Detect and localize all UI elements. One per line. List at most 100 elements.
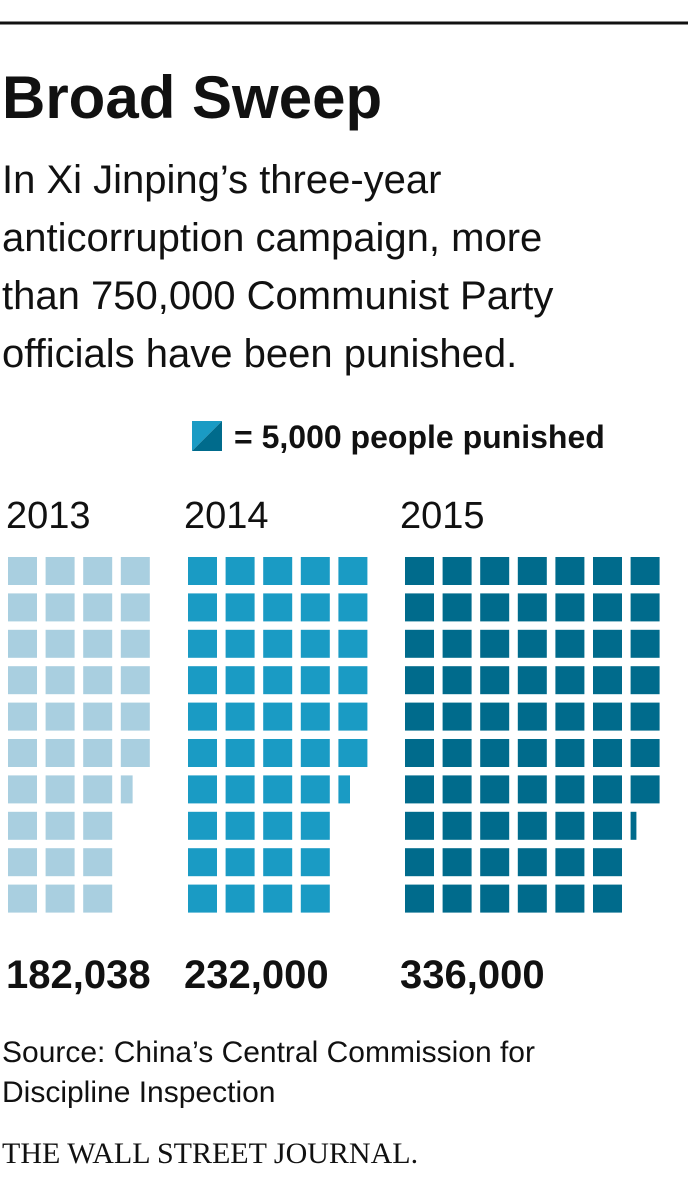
unit-square (555, 666, 585, 695)
unit-square (555, 848, 585, 877)
unit-square (517, 702, 547, 731)
unit-square (45, 593, 75, 622)
unit-square (517, 666, 547, 695)
unit-square (517, 629, 547, 658)
unit-square (338, 557, 368, 585)
unit-square (338, 702, 368, 731)
unit-square (300, 739, 330, 767)
unit-square (630, 666, 660, 695)
unit-square (405, 557, 434, 585)
unit-square (8, 811, 37, 840)
unit-square (83, 848, 113, 877)
subtitle: anticorruption campaign, more (2, 216, 542, 260)
unit-square (300, 702, 330, 731)
unit-square (555, 593, 585, 622)
unit-square (45, 884, 75, 913)
unit-square (120, 739, 150, 767)
unit-square (263, 557, 293, 585)
unit-square (83, 666, 113, 695)
unit-square (442, 884, 472, 913)
unit-square (300, 775, 330, 804)
unit-square (480, 884, 510, 913)
unit-square (120, 557, 150, 585)
subtitle: In Xi Jinping’s three-year (2, 158, 442, 202)
unit-square (8, 593, 37, 622)
unit-square (188, 702, 217, 731)
unit-square (630, 702, 660, 731)
unit-square (517, 884, 547, 913)
unit-square (45, 739, 75, 767)
unit-square (188, 775, 217, 804)
unit-square (8, 848, 37, 877)
unit-square (45, 702, 75, 731)
unit-square (120, 593, 150, 622)
unit-square (338, 775, 350, 804)
unit-square (442, 629, 472, 658)
chart-title: Broad Sweep (2, 64, 382, 131)
unit-square (555, 884, 585, 913)
unit-square (263, 848, 293, 877)
unit-square (188, 884, 217, 913)
unit-square (555, 629, 585, 658)
unit-square (8, 884, 37, 913)
unit-square (225, 848, 255, 877)
year-label: 2013 (6, 495, 91, 537)
unit-square (120, 775, 133, 804)
unit-square (480, 848, 510, 877)
unit-square (263, 593, 293, 622)
unit-square (480, 775, 510, 804)
unit-square (263, 629, 293, 658)
unit-square (225, 884, 255, 913)
legend-icon (192, 421, 222, 451)
unit-square (405, 848, 434, 877)
unit-square (630, 739, 660, 767)
value-label: 182,038 (6, 953, 151, 997)
unit-square (593, 702, 622, 731)
unit-square (225, 666, 255, 695)
unit-square (83, 884, 113, 913)
unit-square (8, 702, 37, 731)
unit-square (83, 775, 113, 804)
unit-square (45, 811, 75, 840)
unit-square (593, 884, 622, 913)
unit-square (8, 666, 37, 695)
unit-square (188, 593, 217, 622)
unit-square (83, 702, 113, 731)
unit-square (225, 702, 255, 731)
unit-square (630, 811, 637, 840)
unit-square (120, 629, 150, 658)
unit-square (405, 629, 434, 658)
unit-square (225, 629, 255, 658)
unit-square (480, 593, 510, 622)
unit-square (188, 811, 217, 840)
unit-square (45, 775, 75, 804)
unit-square (480, 629, 510, 658)
unit-square (300, 811, 330, 840)
unit-square (517, 557, 547, 585)
unit-square (188, 848, 217, 877)
unit-square (555, 702, 585, 731)
unit-square (593, 557, 622, 585)
subtitle: than 750,000 Communist Party (2, 274, 553, 318)
unit-square (45, 557, 75, 585)
unit-square (593, 775, 622, 804)
unit-square (45, 666, 75, 695)
unit-square (517, 811, 547, 840)
unit-square (405, 593, 434, 622)
unit-square (225, 775, 255, 804)
unit-square (83, 811, 113, 840)
unit-square (593, 848, 622, 877)
unit-square (555, 557, 585, 585)
unit-square (630, 629, 660, 658)
year-label: 2015 (400, 495, 485, 537)
unit-square (338, 629, 368, 658)
unit-square (8, 775, 37, 804)
unit-square (300, 666, 330, 695)
unit-square (517, 848, 547, 877)
unit-square (300, 557, 330, 585)
unit-square (300, 593, 330, 622)
unit-square (442, 702, 472, 731)
unit-square (480, 702, 510, 731)
unit-square (593, 739, 622, 767)
unit-square (188, 666, 217, 695)
